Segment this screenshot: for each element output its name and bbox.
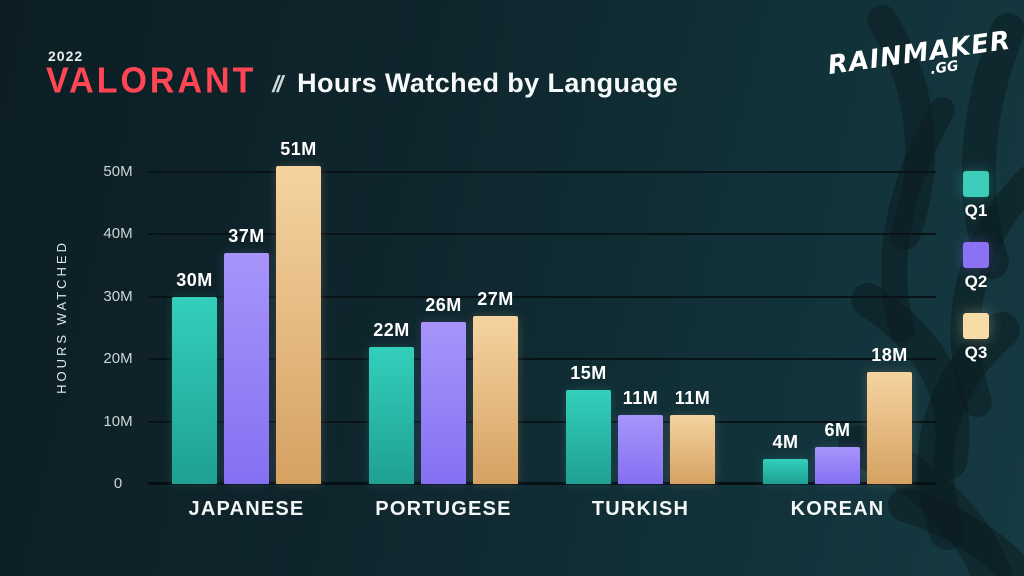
bar-value-label: 26M — [425, 294, 462, 315]
bar-value-label: 30M — [176, 269, 213, 290]
plot-area: 30M 37M 51M JAPANESE 22M 26M 27M PORTUGESE 15M 11… — [148, 139, 936, 520]
y-tick-label: 10M — [103, 412, 133, 430]
bar-q3-turkish — [670, 415, 715, 484]
bar-value-label: 11M — [622, 388, 659, 409]
legend-swatch-q1 — [963, 171, 989, 197]
bar-groups: 30M 37M 51M JAPANESE 22M 26M 27M PORTUGESE 15M 11… — [148, 139, 936, 520]
y-axis-ticks: 0 10M 20M 30M 40M 50M — [88, 150, 148, 492]
bar-value-label: 22M — [373, 319, 410, 340]
y-tick-label: 50M — [103, 163, 133, 180]
bar-q2-portugese — [421, 321, 466, 484]
y-tick-label: 20M — [103, 350, 133, 368]
category-label: JAPANESE — [188, 498, 305, 520]
bar-column: 11M — [618, 388, 663, 484]
legend-item-q2: Q2 — [950, 242, 1002, 292]
gridline — [148, 233, 936, 236]
bar-column: 4M — [763, 432, 808, 484]
bar-q2-japanese — [224, 253, 269, 484]
bar-value-label: 15M — [570, 363, 607, 384]
bar-column: 22M — [369, 320, 414, 484]
bar-q3-portugese — [473, 315, 518, 484]
bar-q2-korean — [815, 446, 860, 484]
valorant-logo: VALORANT — [46, 60, 257, 102]
x-axis-line — [148, 482, 936, 485]
year-label: 2022 — [48, 48, 84, 64]
category-label: KOREAN — [790, 498, 885, 520]
bar-q2-turkish — [618, 415, 663, 484]
bar-value-label: 27M — [477, 288, 514, 309]
bar-column: 11M — [670, 388, 715, 484]
bar-column: 37M — [224, 226, 269, 484]
y-tick-label: 0 — [113, 475, 123, 492]
bar-column: 15M — [566, 363, 611, 484]
bar-q1-korean — [763, 459, 808, 484]
bar-group-portugese: 22M 26M 27M PORTUGESE — [369, 289, 518, 520]
bar-column: 30M — [172, 270, 217, 484]
bar-group-japanese: 30M 37M 51M JAPANESE — [172, 139, 321, 520]
bar-value-label: 51M — [280, 138, 317, 159]
legend-swatch-q2 — [963, 242, 989, 268]
bar-column: 18M — [867, 345, 912, 484]
header-title-row: VALORANT // Hours Watched by Language — [46, 60, 679, 102]
bar-q3-korean — [867, 371, 912, 484]
y-axis-title: HOURS WATCHED — [50, 150, 72, 484]
bar-q1-portugese — [369, 346, 414, 484]
category-label: TURKISH — [591, 498, 690, 520]
legend-item-q1: Q1 — [950, 171, 1002, 221]
bar-value-label: 11M — [674, 388, 711, 409]
bar-column: 27M — [473, 289, 518, 484]
bar-column: 51M — [276, 139, 321, 484]
gridline — [148, 171, 936, 173]
legend-label: Q3 — [964, 343, 988, 362]
gridline — [148, 358, 936, 361]
bar-value-label: 4M — [772, 432, 799, 453]
legend: Q1 Q2 Q3 — [950, 171, 1002, 363]
rainmaker-logo: RAINMAKER .GG — [826, 26, 1013, 92]
bar-column: 6M — [815, 420, 860, 484]
bar-value-label: 18M — [871, 344, 908, 365]
bar-value-label: 6M — [824, 419, 851, 440]
legend-label: Q1 — [964, 201, 988, 220]
gridline — [148, 295, 936, 298]
legend-label: Q2 — [964, 272, 988, 291]
bar-q1-turkish — [566, 390, 611, 484]
gridline — [148, 420, 936, 423]
y-tick-label: 40M — [103, 225, 133, 243]
y-tick-label: 30M — [103, 287, 133, 305]
bar-column: 26M — [421, 295, 466, 484]
bar-group-korean: 4M 6M 18M KOREAN — [763, 345, 912, 520]
y-axis-title-text: HOURS WATCHED — [53, 240, 69, 394]
bar-group-turkish: 15M 11M 11M TURKISH — [566, 363, 715, 520]
page-title: Hours Watched by Language — [297, 68, 679, 98]
bar-q1-japanese — [172, 296, 217, 484]
legend-item-q3: Q3 — [950, 313, 1002, 363]
bar-q3-japanese — [276, 165, 321, 484]
legend-swatch-q3 — [963, 313, 989, 339]
category-label: PORTUGESE — [375, 498, 512, 520]
bar-value-label: 37M — [228, 226, 265, 247]
title-separator: // — [272, 71, 283, 97]
